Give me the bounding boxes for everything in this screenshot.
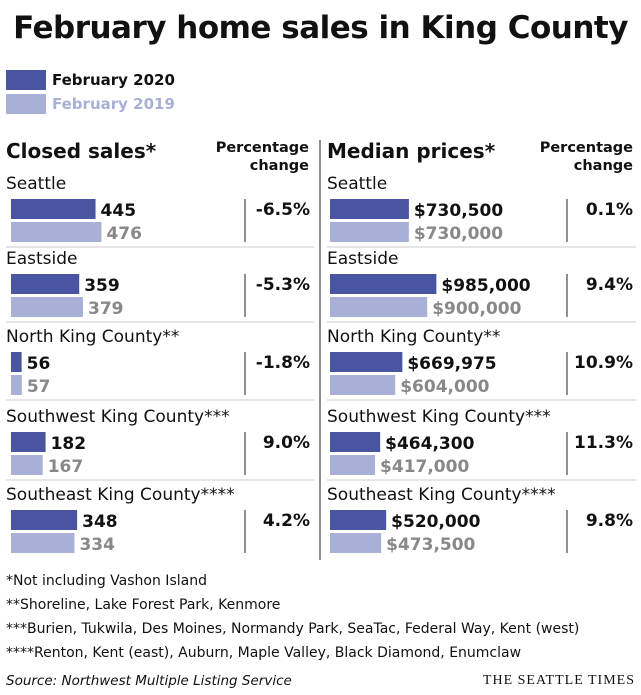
value-label-2020-0-0: 445: [101, 201, 137, 221]
chart-panels: Closed sales* Percentage change Seattle 445 4…: [6, 139, 636, 560]
legend-label-2020: February 2020: [52, 71, 175, 89]
panel-title-0: Closed sales*: [6, 139, 157, 163]
change-header-line1-0: Percentage: [216, 140, 309, 156]
change-value-0-1: -5.3%: [256, 275, 310, 295]
bar-2020-0-1: [11, 274, 80, 294]
category-label-0-3: Southwest King County***: [6, 407, 230, 427]
value-label-2020-0-1: 359: [84, 276, 120, 296]
change-header-line2-0: change: [250, 158, 309, 174]
bar-2019-0-4: [11, 533, 75, 553]
value-label-2020-1-4: $520,000: [391, 512, 480, 532]
bar-2020-1-1: [330, 274, 437, 294]
legend-swatch-2019: [6, 94, 46, 114]
change-value-1-0: 0.1%: [586, 200, 633, 220]
change-value-1-4: 9.8%: [586, 511, 633, 531]
category-label-0-2: North King County**: [6, 327, 179, 347]
change-value-1-1: 9.4%: [586, 275, 633, 295]
value-label-2019-1-0: $730,000: [414, 224, 503, 244]
brand-logo-text: THE SEATTLE TIMES: [482, 673, 635, 688]
change-value-0-0: -6.5%: [256, 200, 310, 220]
category-label-0-4: Southeast King County****: [6, 485, 235, 505]
bar-2020-1-2: [330, 352, 403, 372]
change-value-0-2: -1.8%: [256, 353, 310, 373]
bar-2019-0-1: [11, 297, 84, 317]
value-label-2019-0-0: 476: [106, 224, 142, 244]
change-value-1-3: 11.3%: [574, 433, 633, 453]
chart-title: February home sales in King County: [13, 10, 628, 46]
category-label-1-2: North King County**: [327, 327, 500, 347]
change-value-0-3: 9.0%: [263, 433, 310, 453]
value-label-2020-1-1: $985,000: [441, 276, 530, 296]
change-value-0-4: 4.2%: [263, 511, 310, 531]
bar-2019-1-0: [330, 222, 409, 242]
value-label-2019-0-2: 57: [27, 377, 51, 397]
legend-label-2019: February 2019: [52, 95, 175, 113]
bar-2019-1-1: [330, 297, 428, 317]
category-label-0-1: Eastside: [6, 249, 78, 269]
value-label-2019-1-4: $473,500: [386, 535, 475, 555]
legend-swatch-2020: [6, 70, 46, 90]
value-label-2020-1-2: $669,975: [407, 354, 496, 374]
source-note: Source: Northwest Multiple Listing Servi…: [6, 673, 292, 689]
bar-2019-0-2: [11, 375, 22, 395]
footnote-2: **Shoreline, Lake Forest Park, Kenmore: [6, 597, 281, 613]
bar-2019-1-4: [330, 533, 382, 553]
category-label-1-3: Southwest King County***: [327, 407, 551, 427]
footnote-3: ***Burien, Tukwila, Des Moines, Normandy…: [6, 621, 580, 637]
bar-2020-1-4: [330, 510, 387, 530]
panel-title-1: Median prices*: [327, 139, 496, 163]
category-label-0-0: Seattle: [6, 174, 66, 194]
category-label-1-1: Eastside: [327, 249, 399, 269]
value-label-2020-0-4: 348: [82, 512, 118, 532]
bar-2020-0-2: [11, 352, 22, 372]
value-label-2019-1-2: $604,000: [400, 377, 489, 397]
category-label-1-0: Seattle: [327, 174, 387, 194]
category-label-1-4: Southeast King County****: [327, 485, 556, 505]
change-header-line2-1: change: [574, 158, 633, 174]
bar-2019-1-2: [330, 375, 396, 395]
bar-2020-1-0: [330, 199, 409, 219]
bar-2019-0-0: [11, 222, 102, 242]
bar-2020-0-4: [11, 510, 78, 530]
value-label-2020-0-2: 56: [27, 354, 51, 374]
change-value-1-2: 10.9%: [574, 353, 633, 373]
value-label-2019-0-3: 167: [48, 457, 83, 477]
bar-2020-0-3: [11, 432, 46, 452]
value-label-2020-1-0: $730,500: [414, 201, 503, 221]
bar-2020-0-0: [11, 199, 96, 219]
bar-2019-1-3: [330, 455, 376, 475]
bar-2020-1-3: [330, 432, 381, 452]
value-label-2019-1-1: $900,000: [432, 299, 521, 319]
change-header-line1-1: Percentage: [540, 140, 633, 156]
value-label-2019-0-1: 379: [88, 299, 124, 319]
footnote-4: ****Renton, Kent (east), Auburn, Maple V…: [6, 645, 522, 661]
value-label-2019-1-3: $417,000: [380, 457, 469, 477]
footnote-1: *Not including Vashon Island: [6, 573, 207, 589]
value-label-2019-0-4: 334: [79, 535, 115, 555]
value-label-2020-1-3: $464,300: [385, 434, 474, 454]
value-label-2020-0-3: 182: [51, 434, 87, 454]
bar-2019-0-3: [11, 455, 43, 475]
